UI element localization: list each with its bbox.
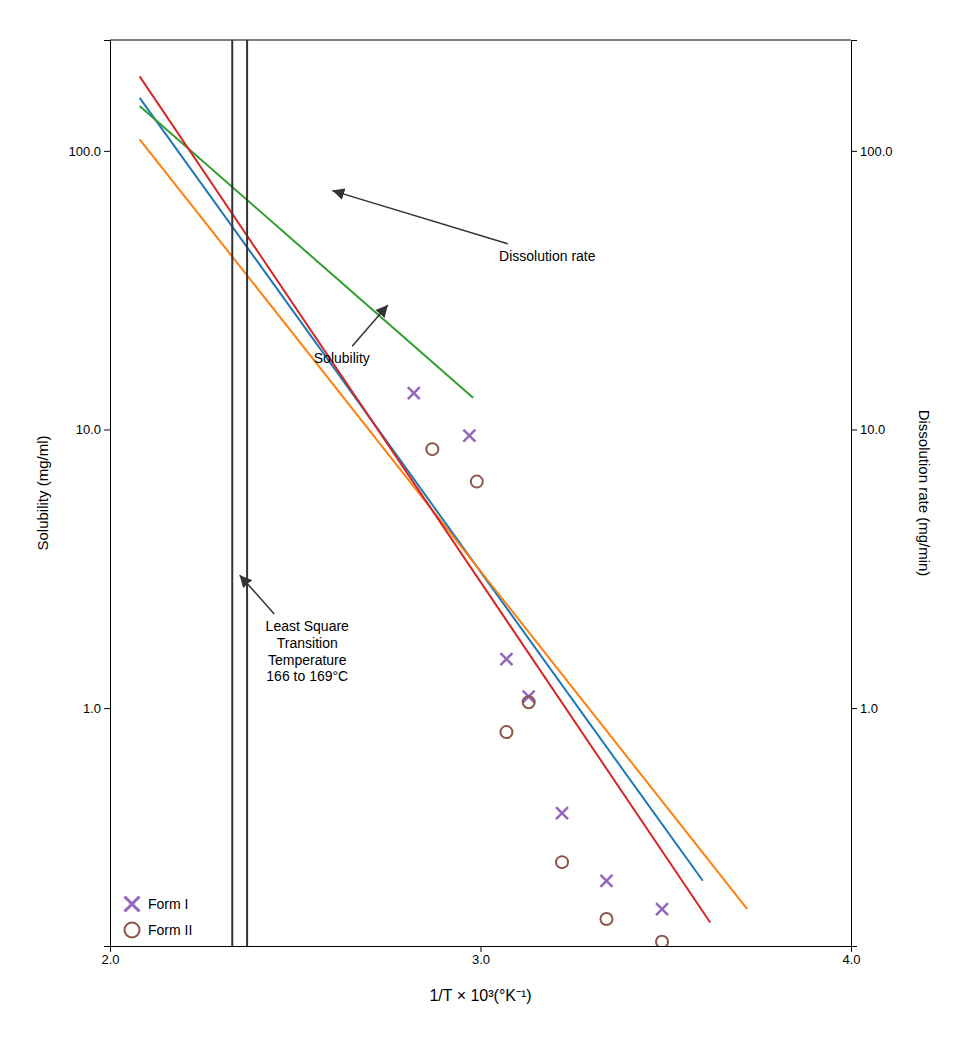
legend-item: Form I <box>125 896 189 912</box>
annotation: Solubility <box>314 350 370 366</box>
y2-axis-title: Dissolution rate (mg/min) <box>916 410 933 577</box>
point <box>471 476 483 488</box>
y-axis-title: Solubility (mg/ml) <box>34 435 51 550</box>
point-symbol <box>471 476 483 488</box>
tick-label: 10.0 <box>76 422 101 437</box>
tick: 10.0 <box>76 422 110 437</box>
tick: 2.0 <box>101 946 119 967</box>
point-symbol <box>500 726 512 738</box>
axis-line <box>111 947 852 953</box>
tick-mark <box>104 429 110 430</box>
tick-label: 4.0 <box>842 952 860 967</box>
plot-frame <box>110 40 851 41</box>
tick: 4.0 <box>842 946 860 967</box>
annotation: Least SquareTransitionTemperature166 to … <box>266 618 349 684</box>
plot-area <box>140 40 748 946</box>
tick: 1.0 <box>851 701 878 716</box>
point <box>523 696 535 708</box>
line <box>140 139 748 909</box>
vertical-line <box>231 40 233 946</box>
legend: Form I Form II <box>125 896 193 938</box>
tick: 3.0 <box>472 946 490 967</box>
annotation: Dissolution rate <box>499 248 596 264</box>
point-symbol <box>463 430 475 442</box>
vertical-line <box>246 40 248 946</box>
point-symbol <box>656 936 668 946</box>
x-axis-title: 1/T × 10³(°K⁻¹) <box>429 987 531 1004</box>
point <box>600 875 612 887</box>
chart: 2.0 3.0 4.0 1.0 10.0 100.0 1.0 10.0 100.0 Solubil… <box>0 0 971 1046</box>
point-symbol <box>656 903 668 915</box>
legend-label: Form II <box>148 922 192 938</box>
line <box>140 98 703 881</box>
point-symbol <box>600 913 612 925</box>
tick: 100.0 <box>68 144 110 159</box>
point <box>408 387 420 399</box>
tick-mark <box>851 708 857 709</box>
annotation-line: Least Square <box>266 618 349 634</box>
legend-symbol <box>125 923 140 938</box>
y-axis: 1.0 10.0 100.0 <box>68 41 110 947</box>
legend-label: Form I <box>148 896 188 912</box>
line <box>140 76 711 922</box>
tick-label: 1.0 <box>860 701 878 716</box>
point <box>556 807 568 819</box>
annotations: Dissolution rate Solubility Least SquareTr… <box>240 191 596 685</box>
point-symbol <box>500 653 512 665</box>
point <box>463 430 475 442</box>
tick-label: 1.0 <box>83 701 101 716</box>
legend-symbol <box>125 897 140 912</box>
point <box>426 443 438 455</box>
tick-label: 100.0 <box>860 144 893 159</box>
annotation-arrow <box>332 191 507 244</box>
annotation-line: Transition <box>277 635 338 651</box>
tick: 100.0 <box>851 144 893 159</box>
tick-mark <box>104 151 110 152</box>
tick-label: 2.0 <box>101 952 119 967</box>
point-symbol <box>556 856 568 868</box>
tick-mark <box>481 946 482 952</box>
point <box>600 913 612 925</box>
point <box>656 903 668 915</box>
legend-item: Form II <box>125 922 193 938</box>
point-symbol <box>408 387 420 399</box>
point <box>500 653 512 665</box>
point-symbol <box>426 443 438 455</box>
point-symbol <box>523 696 535 708</box>
tick: 10.0 <box>851 422 885 437</box>
tick-label: 10.0 <box>860 422 885 437</box>
point-symbol <box>556 807 568 819</box>
axis-line <box>104 41 111 947</box>
x-axis: 2.0 3.0 4.0 <box>101 946 860 967</box>
tick-mark <box>851 429 857 430</box>
annotation-arrow <box>352 305 388 346</box>
tick-label: 100.0 <box>68 144 101 159</box>
axis-line <box>852 41 858 947</box>
point <box>656 936 668 946</box>
tick: 1.0 <box>83 701 110 716</box>
point <box>556 856 568 868</box>
point-symbol <box>600 875 612 887</box>
point <box>500 726 512 738</box>
annotation-line: Temperature <box>268 652 347 668</box>
y2-axis: 1.0 10.0 100.0 <box>851 41 893 947</box>
tick-mark <box>104 708 110 709</box>
annotation-arrow <box>240 575 275 614</box>
tick-mark <box>851 151 857 152</box>
annotation-line: 166 to 169°C <box>266 668 348 684</box>
tick-label: 3.0 <box>472 952 490 967</box>
